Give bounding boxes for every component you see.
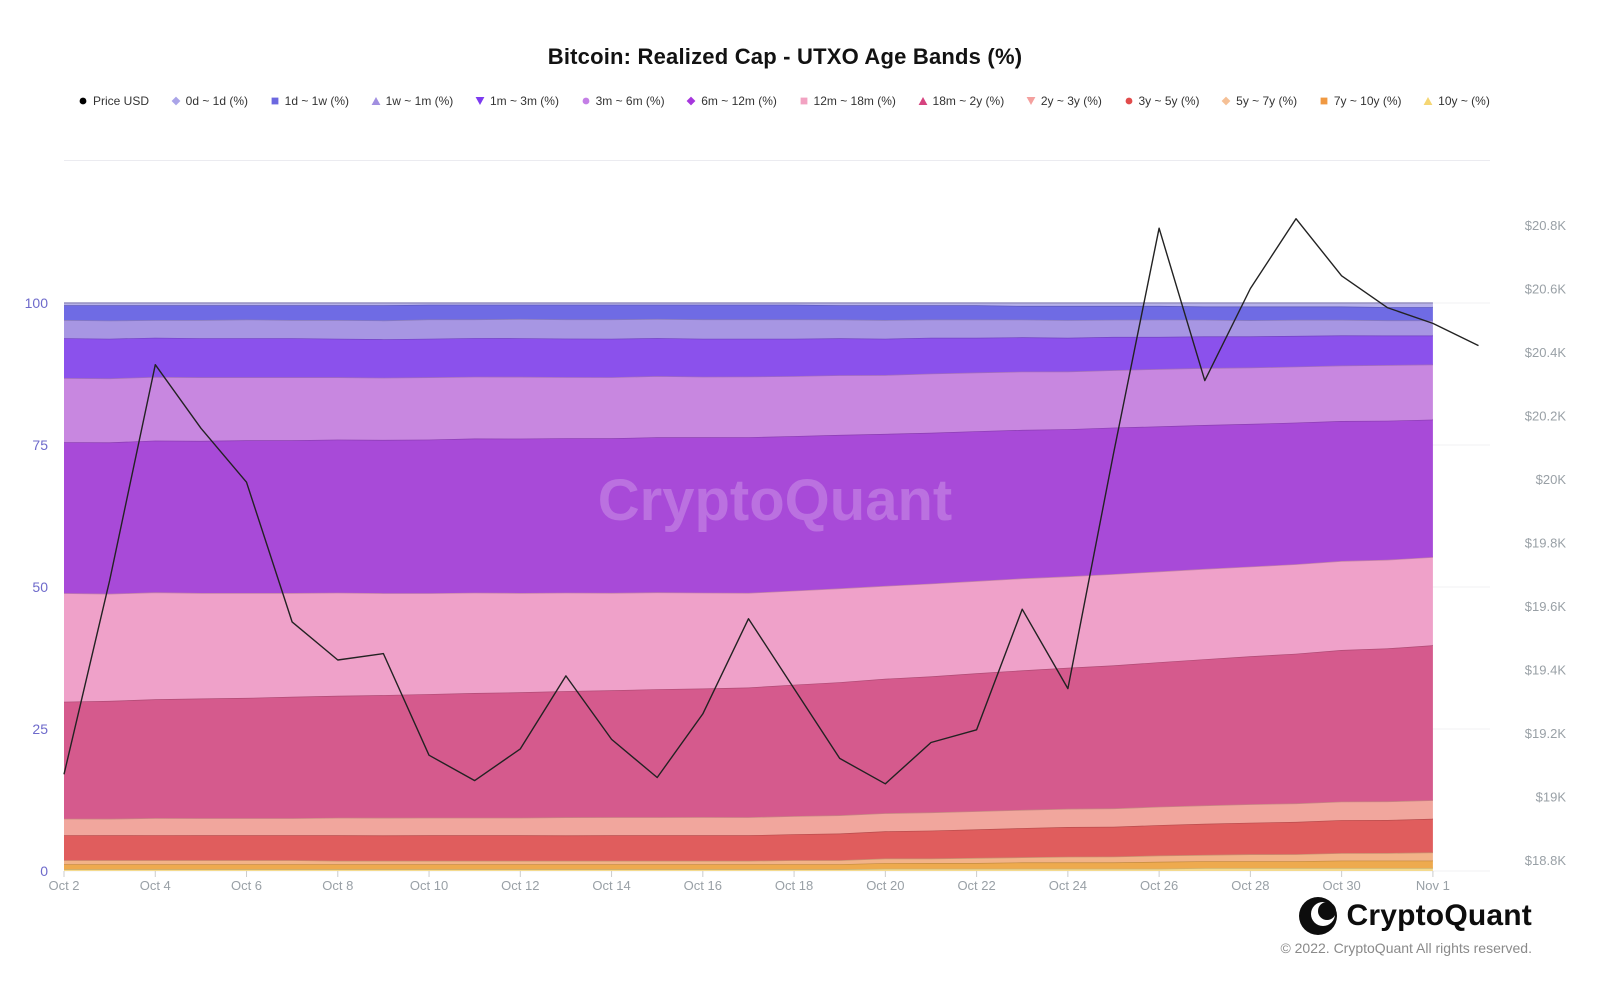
x-tick-label: Oct 26	[1140, 878, 1178, 893]
brand-name: CryptoQuant	[1346, 899, 1532, 932]
x-tick-label: Oct 14	[592, 878, 630, 893]
x-tick-label: Oct 16	[684, 878, 722, 893]
x-tick-label: Oct 30	[1322, 878, 1360, 893]
y-right-tick-label: $19K	[1536, 790, 1567, 805]
footer: CryptoQuant © 2022. CryptoQuant All righ…	[1100, 896, 1540, 956]
legend-label: 3y ~ 5y (%)	[1138, 94, 1200, 108]
x-tick-label: Oct 12	[501, 878, 539, 893]
x-tick-label: Oct 4	[140, 878, 171, 893]
x-tick-label: Oct 20	[866, 878, 904, 893]
y-left-tick-label: 75	[32, 437, 48, 453]
y-left-tick-label: 0	[40, 863, 48, 879]
legend-label: Price USD	[93, 94, 150, 108]
y-right-tick-label: $18.8K	[1525, 853, 1567, 868]
legend-item-6m-12m[interactable]: 6m ~ 12m (%)	[686, 94, 777, 108]
legend-item-3y-5y[interactable]: 3y ~ 5y (%)	[1124, 94, 1200, 108]
x-tick-label: Oct 28	[1231, 878, 1269, 893]
legend-separator	[64, 160, 1490, 161]
band-1w-1m	[64, 318, 1433, 340]
circle-marker-icon	[79, 97, 87, 105]
watermark: CryptoQuant	[598, 468, 952, 533]
y-left-tick-label: 50	[32, 579, 48, 595]
square-marker-icon	[271, 97, 279, 105]
x-tick-label: Oct 8	[322, 878, 353, 893]
diamond-marker-icon	[686, 96, 696, 106]
legend-item-1m-3m[interactable]: 1m ~ 3m (%)	[475, 94, 559, 108]
legend-item-2y-3y[interactable]: 2y ~ 3y (%)	[1026, 94, 1102, 108]
y-right-tick-label: $19.8K	[1525, 536, 1567, 551]
legend-label: 1d ~ 1w (%)	[284, 94, 349, 108]
y-right-tick-label: $20.6K	[1525, 282, 1567, 297]
y-right-tick-label: $20.4K	[1525, 345, 1567, 360]
band-6m-12m	[64, 419, 1433, 594]
y-right-tick-label: $19.4K	[1525, 663, 1567, 678]
copyright-text: © 2022. CryptoQuant All rights reserved.	[1280, 940, 1532, 956]
legend-item-1w-1m[interactable]: 1w ~ 1m (%)	[371, 94, 454, 108]
circle-marker-icon	[582, 97, 589, 105]
legend-item-0d-1d[interactable]: 0d ~ 1d (%)	[171, 94, 248, 108]
chart-title: Bitcoin: Realized Cap - UTXO Age Bands (…	[547, 44, 1023, 69]
band-0d-1d	[64, 303, 1433, 308]
legend-label: 7y ~ 10y (%)	[1333, 94, 1402, 108]
price-line	[63, 218, 1479, 785]
band-1m-3m	[64, 335, 1433, 379]
band-3m-6m	[64, 364, 1433, 443]
circle-marker-icon	[1125, 97, 1132, 105]
x-tick-label: Oct 2	[48, 878, 79, 893]
legend-item-3m-6m[interactable]: 3m ~ 6m (%)	[581, 94, 665, 108]
triangle-down-marker-icon	[1026, 97, 1036, 105]
legend-label: 1w ~ 1m (%)	[385, 94, 454, 108]
legend-item-price-usd[interactable]: Price USD	[78, 94, 149, 108]
square-marker-icon	[1320, 97, 1328, 105]
legend-item-5y-7y[interactable]: 5y ~ 7y (%)	[1221, 94, 1297, 108]
legend-item-10y[interactable]: 10y ~ (%)	[1423, 94, 1490, 108]
legend-label: 18m ~ 2y (%)	[932, 94, 1005, 108]
x-tick-label: Oct 24	[1049, 878, 1087, 893]
legend-item-1d-1w[interactable]: 1d ~ 1w (%)	[270, 94, 349, 108]
y-left-tick-label: 100	[25, 295, 49, 311]
legend-label: 5y ~ 7y (%)	[1236, 94, 1298, 108]
y-right-tick-label: $20K	[1536, 472, 1567, 487]
x-tick-label: Nov 1	[1416, 878, 1450, 893]
x-tick-label: Oct 22	[957, 878, 995, 893]
x-tick-label: Oct 10	[410, 878, 448, 893]
legend-label: 3m ~ 6m (%)	[595, 94, 665, 108]
band-18m-2y	[64, 645, 1433, 819]
legend-label: 10y ~ (%)	[1438, 94, 1490, 108]
square-marker-icon	[800, 97, 807, 105]
triangle-marker-icon	[1423, 97, 1433, 105]
y-left-tick-label: 25	[32, 721, 48, 737]
legend-label: 6m ~ 12m (%)	[701, 94, 777, 108]
y-right-tick-label: $19.2K	[1525, 726, 1567, 741]
legend-label: 1m ~ 3m (%)	[489, 94, 559, 108]
legend-label: 12m ~ 18m (%)	[813, 94, 896, 108]
legend-label: 2y ~ 3y (%)	[1040, 94, 1102, 108]
band-1d-1w	[64, 304, 1433, 321]
legend-item-12m-18m[interactable]: 12m ~ 18m (%)	[799, 94, 896, 108]
diamond-marker-icon	[1221, 96, 1231, 106]
y-right-tick-label: $20.2K	[1525, 409, 1567, 424]
legend-item-18m-2y[interactable]: 18m ~ 2y (%)	[918, 94, 1005, 108]
y-right-tick-label: $20.8K	[1525, 218, 1567, 233]
y-right-tick-label: $19.6K	[1525, 599, 1567, 614]
legend-label: 0d ~ 1d (%)	[185, 94, 249, 108]
legend: Price USD 0d ~ 1d (%) 1d ~ 1w (%) 1w ~ 1m (…	[78, 94, 1490, 108]
triangle-down-marker-icon	[475, 97, 485, 105]
diamond-marker-icon	[171, 96, 181, 106]
band-3y-5y	[64, 818, 1433, 861]
legend-item-7y-10y[interactable]: 7y ~ 10y (%)	[1319, 94, 1402, 108]
triangle-marker-icon	[918, 97, 927, 105]
triangle-marker-icon	[371, 97, 381, 105]
x-tick-label: Oct 18	[775, 878, 813, 893]
cryptoquant-logo-icon	[1299, 897, 1338, 935]
x-tick-label: Oct 6	[231, 878, 262, 893]
